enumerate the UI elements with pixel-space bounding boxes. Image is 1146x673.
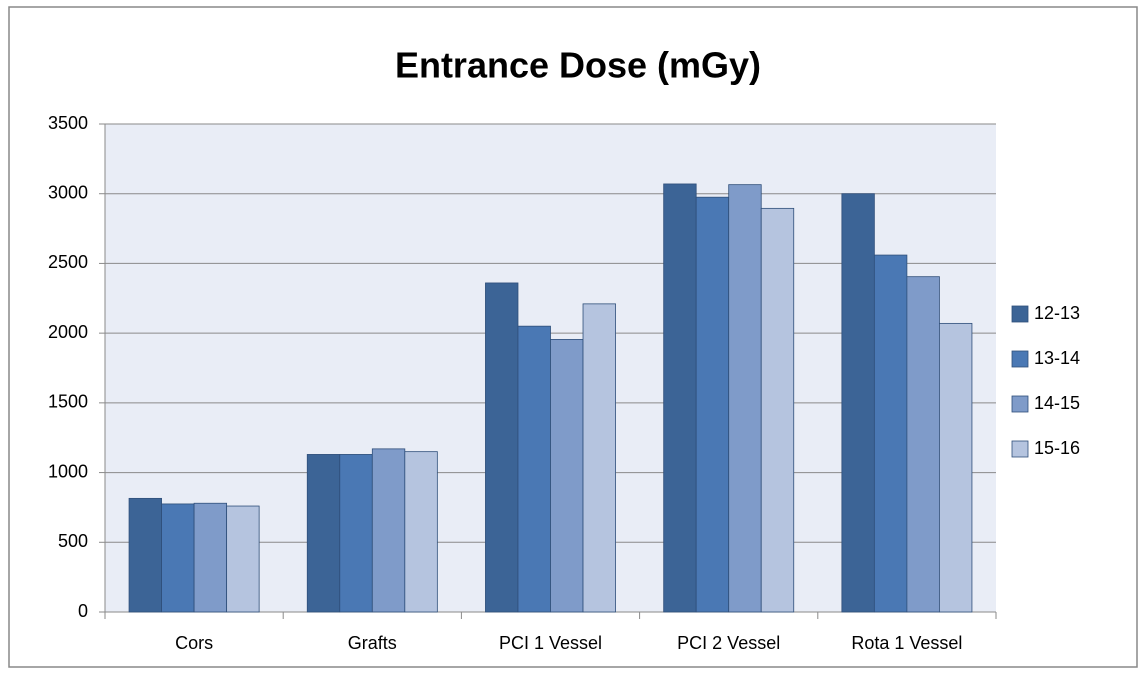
y-tick-label: 500	[58, 531, 88, 551]
x-tick-label: PCI 1 Vessel	[499, 633, 602, 653]
x-tick-label: Cors	[175, 633, 213, 653]
y-tick-label: 0	[78, 601, 88, 621]
x-tick-label: Grafts	[348, 633, 397, 653]
bar	[226, 505, 260, 613]
x-tick-label: Rota 1 Vessel	[851, 633, 962, 653]
legend-swatch	[1011, 395, 1029, 413]
bar	[339, 454, 373, 613]
bar	[841, 193, 875, 613]
legend-label: 14-15	[1034, 393, 1080, 413]
bar	[873, 254, 908, 613]
bar	[582, 303, 616, 613]
chart-title: Entrance Dose (mGy)	[395, 45, 761, 86]
y-tick-label: 1000	[48, 461, 88, 481]
bar	[485, 282, 519, 613]
legend-label: 13-14	[1034, 348, 1080, 368]
legend-swatch	[1011, 350, 1029, 368]
y-tick-label: 3500	[48, 113, 88, 133]
bar	[663, 183, 697, 613]
legend-label: 15-16	[1034, 438, 1080, 458]
bar	[695, 196, 730, 613]
bar	[939, 322, 973, 613]
legend-swatch	[1011, 440, 1029, 458]
x-tick-label: PCI 2 Vessel	[677, 633, 780, 653]
bar	[193, 502, 228, 613]
bar	[306, 454, 341, 613]
bar	[760, 207, 795, 613]
bar	[728, 184, 762, 613]
bar	[550, 339, 584, 613]
legend-label: 12-13	[1034, 303, 1080, 323]
bar	[517, 325, 551, 613]
bar	[906, 276, 940, 613]
bar	[128, 497, 162, 613]
y-tick-label: 2500	[48, 252, 88, 272]
y-tick-label: 1500	[48, 392, 88, 412]
bar	[161, 503, 195, 613]
y-tick-label: 3000	[48, 182, 88, 202]
bar	[371, 448, 406, 613]
bar	[404, 451, 438, 613]
y-tick-label: 2000	[48, 322, 88, 342]
legend-swatch	[1011, 305, 1029, 323]
